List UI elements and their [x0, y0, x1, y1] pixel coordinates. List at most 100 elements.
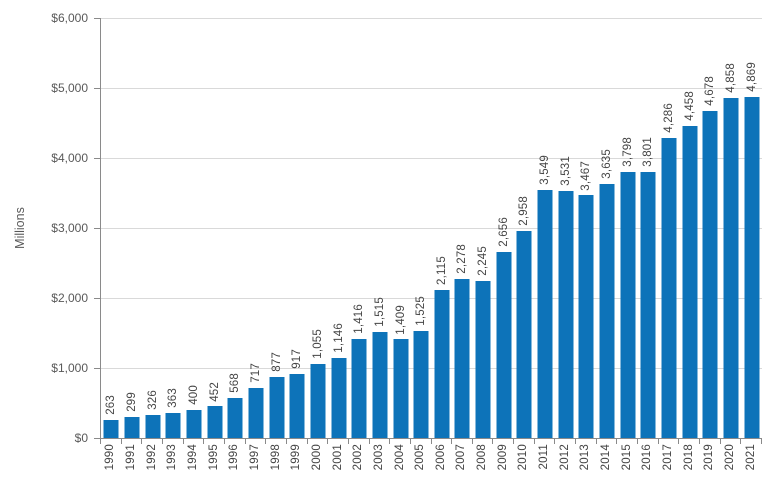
- bar-value-label: 3,798: [621, 137, 634, 168]
- bar-value-label: 2,115: [435, 256, 448, 285]
- bar: [475, 280, 491, 438]
- bar: [558, 190, 574, 438]
- bar: [578, 195, 594, 438]
- bar: [434, 289, 450, 438]
- x-axis-label: 2010: [517, 444, 530, 471]
- bar-value-label: 3,467: [580, 160, 593, 191]
- bar-value-label: 1,525: [415, 296, 428, 327]
- x-tick-mark: [533, 439, 535, 444]
- x-tick-mark: [451, 439, 453, 444]
- bar-value-label: 4,458: [683, 91, 696, 121]
- x-axis-label: 1995: [207, 444, 220, 471]
- bar-value-label: 568: [229, 373, 242, 394]
- gridline: [101, 157, 762, 159]
- gridline: [101, 87, 762, 89]
- gridline: [101, 368, 762, 369]
- y-tick-mark: [94, 157, 100, 159]
- bar: [103, 419, 119, 438]
- bar: [269, 376, 285, 438]
- x-axis-label: 1999: [290, 444, 303, 471]
- x-axis-label: 2005: [414, 444, 427, 471]
- bar-value-label: 1,515: [373, 297, 386, 327]
- x-tick-mark: [430, 439, 432, 444]
- bar-value-label: 326: [146, 390, 159, 411]
- x-axis-label: 2020: [724, 444, 737, 471]
- x-axis-label: 1994: [186, 444, 199, 471]
- x-axis-label: 2013: [579, 444, 592, 471]
- x-tick-mark: [100, 439, 101, 444]
- x-tick-mark: [699, 439, 701, 444]
- x-axis-label: 1990: [104, 444, 117, 471]
- bar-value-label: 917: [291, 349, 304, 369]
- bar-value-label: 4,869: [745, 62, 758, 93]
- y-tick-label: $6,000: [51, 11, 88, 25]
- bar-value-label: 1,409: [394, 304, 407, 335]
- y-tick-mark: [94, 17, 100, 19]
- bar-value-label: 1,055: [311, 329, 324, 360]
- bar: [496, 252, 512, 438]
- bar: [186, 410, 202, 438]
- bar: [516, 230, 532, 438]
- bar-value-label: 3,635: [601, 148, 614, 179]
- bar: [661, 137, 677, 438]
- bar: [682, 125, 698, 438]
- x-axis-label: 2006: [434, 444, 447, 471]
- bar-value-label: 3,531: [559, 156, 572, 186]
- x-axis-label: 2000: [310, 444, 323, 471]
- y-tick-label: $2,000: [51, 291, 88, 305]
- x-axis-label: 2007: [455, 444, 468, 471]
- x-tick-mark: [575, 439, 577, 444]
- x-axis-label: 2017: [662, 444, 675, 471]
- bar: [310, 364, 326, 438]
- bar: [640, 171, 656, 438]
- bar: [702, 110, 718, 438]
- x-tick-mark: [182, 439, 184, 444]
- bar-value-label: 452: [208, 381, 221, 402]
- y-tick-mark: [94, 297, 100, 299]
- x-axis-label: 2021: [744, 444, 757, 471]
- x-axis-label: 1993: [166, 444, 179, 471]
- gridline: [101, 297, 762, 299]
- bar: [744, 97, 760, 438]
- x-tick-mark: [740, 439, 742, 444]
- bar: [207, 406, 223, 438]
- x-axis-label: 1996: [228, 444, 241, 471]
- x-tick-mark: [678, 439, 680, 444]
- x-tick-mark: [595, 439, 597, 444]
- bar: [331, 357, 347, 438]
- x-axis-label: 2018: [682, 444, 695, 471]
- y-tick-label: $3,000: [51, 221, 88, 235]
- x-axis-label: 1998: [269, 444, 282, 471]
- bar-value-label: 2,958: [518, 196, 531, 226]
- bar-value-label: 2,245: [477, 246, 490, 276]
- x-tick-mark: [761, 439, 762, 444]
- bar-value-label: 1,416: [353, 304, 366, 334]
- x-tick-mark: [347, 439, 349, 444]
- x-axis-label: 2009: [496, 444, 509, 471]
- x-tick-mark: [265, 439, 267, 444]
- x-tick-mark: [616, 439, 618, 444]
- x-tick-mark: [719, 439, 721, 444]
- x-axis-label: 1997: [248, 444, 261, 471]
- x-tick-mark: [471, 439, 473, 444]
- x-tick-mark: [554, 439, 556, 444]
- bar: [372, 331, 388, 438]
- y-tick-label: $0: [74, 431, 88, 445]
- x-axis-label: 2004: [393, 444, 406, 471]
- bar: [413, 331, 429, 438]
- x-axis-label: 2001: [331, 444, 344, 471]
- bar-value-label: 877: [270, 351, 283, 372]
- x-tick-mark: [203, 439, 205, 444]
- bar-value-label: 263: [105, 394, 118, 415]
- x-axis-label: 1992: [145, 444, 158, 471]
- x-tick-mark: [161, 439, 163, 444]
- bar-value-label: 3,801: [642, 137, 655, 167]
- x-tick-mark: [492, 439, 494, 444]
- bar: [289, 373, 305, 438]
- x-tick-mark: [513, 439, 515, 444]
- y-tick-mark: [94, 227, 100, 229]
- bar-value-label: 299: [125, 392, 138, 413]
- bar: [599, 183, 615, 438]
- bar: [620, 172, 636, 438]
